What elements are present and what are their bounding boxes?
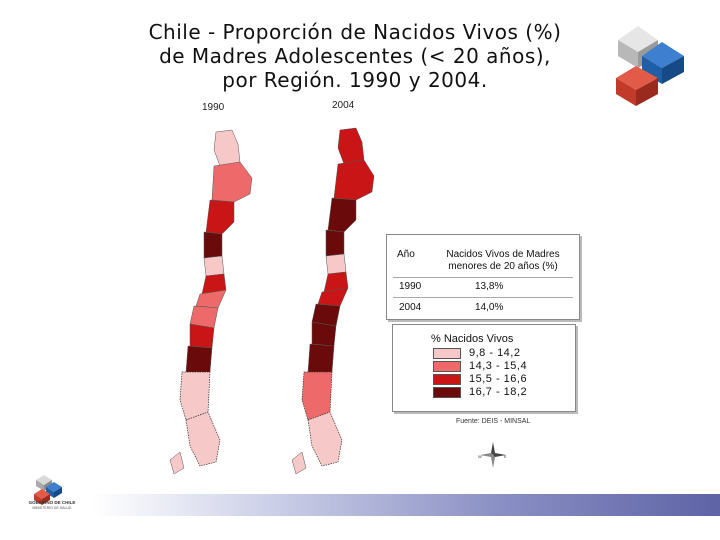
legend-item: 15,5 - 16,6: [433, 373, 527, 385]
org-name: GOBIERNO DE CHILE: [28, 500, 76, 505]
table-header-value-line-1: Nacidos Vivos de Madres: [446, 249, 560, 260]
table-row-1990-year: 1990: [399, 281, 422, 292]
map-1990-year-label: 1990: [202, 102, 225, 113]
map-1990-region-11: [179, 371, 211, 421]
map-2004-region-9: [311, 321, 337, 347]
map-1990-region-10: [185, 345, 213, 373]
title-line-3: por Región. 1990 y 2004.: [222, 68, 488, 92]
map-legend: % Nacidos Vivos 9,8 - 14,2 14,3 - 15,4 1…: [392, 324, 576, 412]
map-2004-region-1: [337, 127, 365, 165]
map-1990-region-9: [189, 323, 215, 349]
table-row-2004-value: 14,0%: [475, 302, 504, 313]
slide-title: Chile - Proporción de Nacidos Vivos (%) …: [120, 20, 590, 92]
chile-region-maps: [169, 127, 375, 475]
footer-gradient-bar: [92, 494, 720, 516]
legend-label: 15,5 - 16,6: [469, 373, 528, 385]
map-2004-region-3: [327, 197, 357, 233]
compass-rose-icon: W E: [478, 442, 507, 468]
map-2004-region-7: [317, 287, 349, 307]
map-1990-region-7: [195, 289, 227, 309]
map-2004-region-2: [333, 159, 375, 201]
map-2004: [291, 127, 375, 475]
table-row-1990-value: 13,8%: [475, 281, 504, 292]
map-2004-year-label: 2004: [332, 100, 355, 111]
map-1990-region-4: [203, 231, 223, 259]
legend-swatch: [433, 373, 461, 385]
legend-item: 16,7 - 18,2: [433, 386, 527, 398]
legend-label: 16,7 - 18,2: [469, 386, 528, 398]
map-1990-region-1: [213, 129, 241, 167]
compass-west-label: W: [478, 454, 482, 459]
table-divider: [393, 297, 573, 298]
table-divider: [393, 277, 573, 278]
map-2004-region-4: [325, 229, 345, 257]
legend-swatch: [433, 360, 461, 372]
map-1990-region-2: [211, 161, 253, 203]
org-subtitle: MINISTERIO DE SALUD: [32, 506, 72, 510]
table-row-2004-year: 2004: [399, 302, 422, 313]
map-1990-region-3: [205, 199, 235, 235]
map-1990-region-12: [185, 411, 221, 467]
title-line-1: Chile - Proporción de Nacidos Vivos (%): [148, 20, 562, 44]
national-rate-table: Año Nacidos Vivos de Madres menores de 2…: [386, 234, 580, 320]
table-header-value-line-2: menores de 20 años (%): [448, 261, 558, 272]
legend-title: % Nacidos Vivos: [431, 333, 514, 345]
cubes-logo-icon: [616, 26, 684, 106]
legend-label: 9,8 - 14,2: [469, 347, 521, 359]
title-line-2: de Madres Adolescentes (< 20 años),: [159, 44, 551, 68]
map-1990-tierra-del-fuego: [169, 451, 185, 475]
legend-label: 14,3 - 15,4: [469, 360, 528, 372]
source-note: Fuente: DEIS - MINSAL: [456, 418, 531, 425]
map-2004-region-5: [325, 253, 347, 275]
legend-item: 9,8 - 14,2: [433, 347, 520, 359]
table-header-value: Nacidos Vivos de Madres menores de 20 añ…: [431, 249, 575, 273]
table-header-year: Año: [397, 249, 415, 260]
compass-east-label: E: [504, 454, 507, 459]
map-1990-region-5: [203, 255, 225, 277]
map-2004-tierra-del-fuego: [291, 451, 307, 475]
map-2004-region-12: [307, 411, 343, 467]
government-logo-icon: [34, 475, 62, 505]
map-1990: [169, 129, 253, 475]
map-2004-region-11: [301, 371, 333, 421]
legend-swatch: [433, 347, 461, 359]
legend-item: 14,3 - 15,4: [433, 360, 527, 372]
map-2004-region-10: [307, 343, 335, 373]
legend-swatch: [433, 386, 461, 398]
